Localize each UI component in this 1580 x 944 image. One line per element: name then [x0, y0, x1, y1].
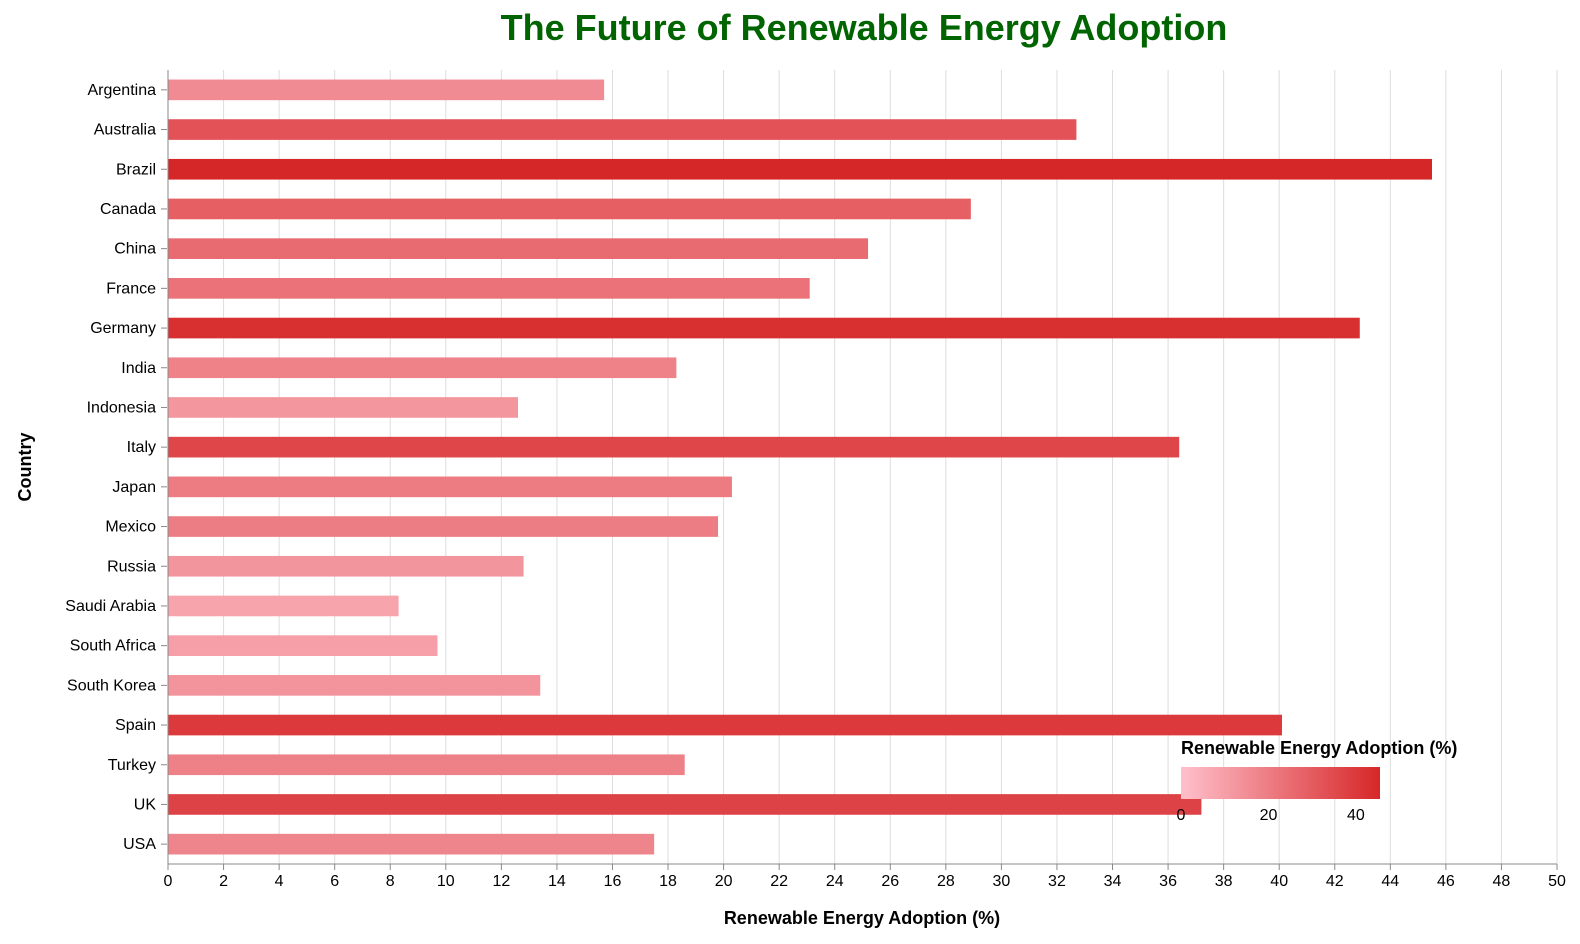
bar — [168, 278, 810, 299]
x-tick-label: 38 — [1215, 873, 1233, 890]
bar — [168, 238, 869, 259]
x-tick-label: 28 — [937, 873, 955, 890]
x-tick-label: 36 — [1159, 873, 1177, 890]
x-tick-label: 16 — [604, 873, 622, 890]
x-tick-label: 50 — [1548, 873, 1566, 890]
x-axis: 0 2 4 6 8 10 12 14 16 18 20 22 24 26 28 30 32 34 36 38 40 42 4… — [164, 863, 1566, 890]
x-tick-label: 8 — [386, 873, 395, 890]
y-axis: Argentina Australia Brazil Canada China Franc… — [65, 70, 169, 864]
x-tick-label: 4 — [275, 873, 284, 890]
y-axis-title: Country — [15, 433, 35, 502]
y-tick-label: South Korea — [67, 677, 156, 694]
chart-title: The Future of Renewable Energy Adoption — [501, 7, 1228, 48]
x-tick-label: 24 — [826, 873, 844, 890]
x-tick-label: 20 — [715, 873, 733, 890]
y-tick-label: Indonesia — [87, 399, 156, 416]
y-tick-label: Russia — [107, 558, 156, 575]
x-tick-label: 40 — [1270, 873, 1288, 890]
legend-label: 0 — [1177, 807, 1186, 824]
bar — [168, 436, 1180, 458]
x-tick-label: 6 — [330, 873, 339, 890]
x-tick-label: 34 — [1104, 873, 1122, 890]
x-tick-label: 22 — [770, 873, 788, 890]
x-tick-label: 12 — [492, 873, 510, 890]
x-tick-label: 10 — [437, 873, 455, 890]
bar — [168, 516, 719, 537]
bar — [168, 794, 1202, 815]
y-tick-label: Brazil — [116, 161, 156, 178]
x-tick-label: 0 — [164, 873, 173, 890]
y-tick-label: Australia — [94, 122, 156, 139]
legend-title: Renewable Energy Adoption (%) — [1181, 738, 1457, 758]
y-tick-label: Japan — [112, 479, 156, 496]
y-tick-label: Spain — [115, 717, 156, 734]
y-tick-label: China — [114, 241, 156, 258]
y-tick-label: Italy — [127, 439, 156, 456]
x-tick-label: 44 — [1381, 873, 1399, 890]
y-tick-label: France — [106, 280, 156, 297]
x-tick-label: 2 — [219, 873, 228, 890]
x-tick-label: 18 — [659, 873, 677, 890]
legend-label: 20 — [1260, 807, 1278, 824]
bar — [168, 357, 677, 379]
y-tick-label: Canada — [100, 201, 156, 218]
color-legend: Renewable Energy Adoption (%) 0 20 40 — [1177, 738, 1458, 824]
x-tick-label: 14 — [548, 873, 566, 890]
y-tick-label: Mexico — [105, 519, 156, 536]
y-tick-label: South Africa — [70, 638, 156, 655]
bar — [168, 555, 524, 577]
bar — [168, 397, 519, 418]
y-tick-label: Argentina — [88, 82, 157, 99]
bar — [168, 595, 399, 617]
bars — [168, 79, 1432, 855]
bar — [168, 317, 1360, 339]
y-tick-label: India — [121, 360, 156, 377]
bar — [168, 754, 685, 776]
bar — [168, 198, 971, 220]
y-tick-label: Saudi Arabia — [65, 598, 156, 615]
bar — [168, 714, 1282, 736]
x-tick-label: 26 — [881, 873, 899, 890]
y-tick-label: Germany — [90, 320, 156, 337]
x-tick-label: 48 — [1493, 873, 1511, 890]
bar — [168, 833, 655, 855]
x-tick-label: 42 — [1326, 873, 1344, 890]
x-tick-label: 30 — [993, 873, 1011, 890]
bar — [168, 476, 732, 498]
bar — [168, 158, 1432, 180]
legend-gradient-bar — [1181, 767, 1380, 799]
legend-label: 40 — [1347, 807, 1365, 824]
x-tick-label: 32 — [1048, 873, 1066, 890]
bar — [168, 635, 438, 656]
bar — [168, 675, 541, 696]
y-tick-label: Turkey — [108, 757, 156, 774]
x-tick-label: 46 — [1437, 873, 1455, 890]
bar — [168, 79, 605, 101]
bar — [168, 119, 1077, 140]
y-tick-label: USA — [123, 836, 156, 853]
y-tick-label: UK — [134, 796, 157, 813]
x-axis-title: Renewable Energy Adoption (%) — [724, 908, 1000, 928]
legend-labels: 0 20 40 — [1177, 807, 1365, 824]
